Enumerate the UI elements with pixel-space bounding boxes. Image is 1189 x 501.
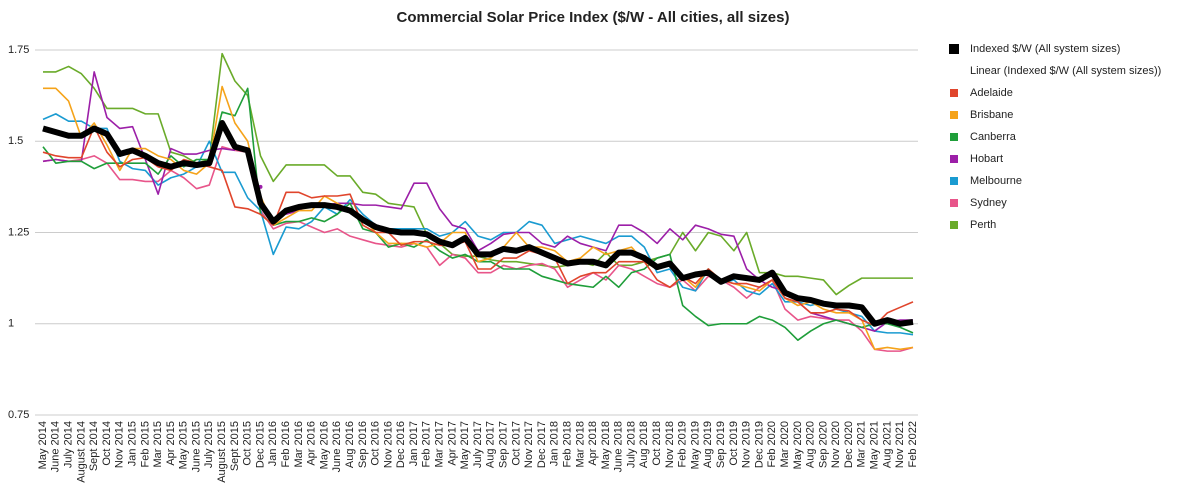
x-tick-label: Sep 2017 bbox=[497, 421, 509, 468]
x-tick-label: May 2014 bbox=[37, 421, 49, 469]
x-tick-label: Sep 2016 bbox=[357, 421, 369, 468]
legend-label: Indexed $/W (All system sizes) bbox=[970, 43, 1120, 55]
legend-label: Canberra bbox=[970, 131, 1017, 143]
x-tick-label: Dec 2015 bbox=[254, 421, 266, 468]
legend-swatch bbox=[950, 133, 958, 141]
x-tick-label: Oct 2015 bbox=[242, 421, 254, 466]
legend-label: Adelaide bbox=[970, 87, 1013, 99]
x-tick-label: June 2014 bbox=[50, 421, 62, 472]
x-tick-label: Feb 2019 bbox=[677, 421, 689, 467]
x-tick-label: Apr 2015 bbox=[165, 421, 177, 466]
x-tick-label: Nov 2018 bbox=[664, 421, 676, 468]
x-tick-label: Nov 2017 bbox=[523, 421, 535, 468]
x-tick-label: May 2021 bbox=[869, 421, 881, 469]
legend-label: Brisbane bbox=[970, 109, 1013, 121]
x-tick-label: May 2019 bbox=[689, 421, 701, 469]
legend-swatch bbox=[950, 221, 958, 229]
x-tick-label: Jan 2018 bbox=[549, 421, 561, 466]
x-tick-label: Oct 2016 bbox=[370, 421, 382, 466]
x-tick-label: Mar 2017 bbox=[434, 421, 446, 467]
legend-label: Melbourne bbox=[970, 175, 1022, 187]
x-tick-label: Oct 2018 bbox=[651, 421, 663, 466]
x-tick-label: Feb 2018 bbox=[561, 421, 573, 467]
x-tick-label: Aug 2019 bbox=[702, 421, 714, 468]
series-line bbox=[42, 125, 914, 327]
x-tick-label: Feb 2017 bbox=[421, 421, 433, 467]
x-tick-label: Aug 2018 bbox=[638, 421, 650, 468]
x-tick-label: Nov 2019 bbox=[741, 421, 753, 468]
legend-swatch bbox=[950, 199, 958, 207]
x-tick-label: Sept 2015 bbox=[229, 421, 241, 471]
x-tick-label: May 2018 bbox=[600, 421, 612, 469]
legend-swatch bbox=[950, 111, 958, 119]
x-tick-label: June 2016 bbox=[331, 421, 343, 472]
chart-title: Commercial Solar Price Index ($/W - All … bbox=[397, 9, 790, 26]
x-tick-label: Apr 2016 bbox=[306, 421, 318, 466]
x-tick-label: Apr 2018 bbox=[587, 421, 599, 466]
legend-swatch bbox=[949, 44, 959, 54]
x-tick-label: Nov 2020 bbox=[830, 421, 842, 468]
x-tick-label: Apr 2017 bbox=[446, 421, 458, 466]
legend-swatch bbox=[950, 155, 958, 163]
y-tick-label: 1.5 bbox=[8, 135, 23, 147]
x-tick-label: Oct 2014 bbox=[101, 421, 113, 466]
legend-swatch bbox=[950, 177, 958, 185]
legend-label: Linear (Indexed $/W (All system sizes)) bbox=[970, 65, 1161, 77]
x-tick-label: Oct 2019 bbox=[728, 421, 740, 466]
x-tick-label: Feb 2022 bbox=[907, 421, 919, 467]
x-tick-label: Sep 2020 bbox=[817, 421, 829, 468]
x-tick-label: Nov 2016 bbox=[382, 421, 394, 468]
y-tick-label: 0.75 bbox=[8, 409, 29, 421]
series-line bbox=[43, 85, 914, 351]
series-line bbox=[285, 182, 913, 332]
x-tick-label: Nov 2014 bbox=[114, 421, 126, 468]
x-tick-label: August 2015 bbox=[216, 421, 228, 483]
x-tick-label: Feb 2016 bbox=[280, 421, 292, 467]
x-tick-label: Sep 2019 bbox=[715, 421, 727, 468]
series-line bbox=[43, 52, 913, 296]
x-tick-label: Mar 2021 bbox=[856, 421, 868, 467]
x-tick-label: Aug 2020 bbox=[805, 421, 817, 468]
x-tick-label: May 2015 bbox=[178, 421, 190, 469]
legend-label: Hobart bbox=[970, 153, 1003, 165]
x-tick-label: Mar 2016 bbox=[293, 421, 305, 467]
legend-label: Perth bbox=[970, 219, 996, 231]
x-tick-label: Dec 2019 bbox=[753, 421, 765, 468]
x-tick-label: Feb 2020 bbox=[766, 421, 778, 467]
x-tick-label: June 2015 bbox=[190, 421, 202, 472]
x-tick-label: Aug 2017 bbox=[485, 421, 497, 468]
x-tick-label: July 2014 bbox=[62, 421, 74, 468]
x-tick-label: Jan 2015 bbox=[126, 421, 138, 466]
x-tick-label: July 2017 bbox=[472, 421, 484, 468]
x-tick-label: Mar 2018 bbox=[574, 421, 586, 467]
x-tick-label: Feb 2015 bbox=[139, 421, 151, 467]
x-tick-label: Dec 2020 bbox=[843, 421, 855, 468]
x-tick-label: May 2016 bbox=[318, 421, 330, 469]
x-tick-label: Dec 2017 bbox=[536, 421, 548, 468]
x-tick-label: Nov 2021 bbox=[894, 421, 906, 468]
x-tick-label: August 2014 bbox=[75, 421, 87, 483]
series-line bbox=[42, 120, 914, 327]
x-tick-label: July 2015 bbox=[203, 421, 215, 468]
x-tick-label: Dec 2016 bbox=[395, 421, 407, 468]
legend-label: Sydney bbox=[970, 197, 1007, 209]
x-tick-label: May 2020 bbox=[792, 421, 804, 469]
x-tick-label: Mar 2015 bbox=[152, 421, 164, 467]
legend-swatch bbox=[950, 89, 958, 97]
x-tick-label: May 2017 bbox=[459, 421, 471, 469]
x-tick-label: Aug 2021 bbox=[881, 421, 893, 468]
x-tick-label: Oct 2017 bbox=[510, 421, 522, 466]
x-tick-label: June 2018 bbox=[613, 421, 625, 472]
y-tick-label: 1.25 bbox=[8, 226, 29, 238]
x-tick-label: Aug 2016 bbox=[344, 421, 356, 468]
y-tick-label: 1.75 bbox=[8, 44, 29, 56]
x-tick-label: Jan 2017 bbox=[408, 421, 420, 466]
x-tick-label: Sept 2014 bbox=[88, 421, 100, 471]
x-tick-label: Mar 2020 bbox=[779, 421, 791, 467]
x-tick-label: Jan 2016 bbox=[267, 421, 279, 466]
x-tick-label: July 2018 bbox=[625, 421, 637, 468]
y-tick-label: 1 bbox=[8, 318, 14, 330]
